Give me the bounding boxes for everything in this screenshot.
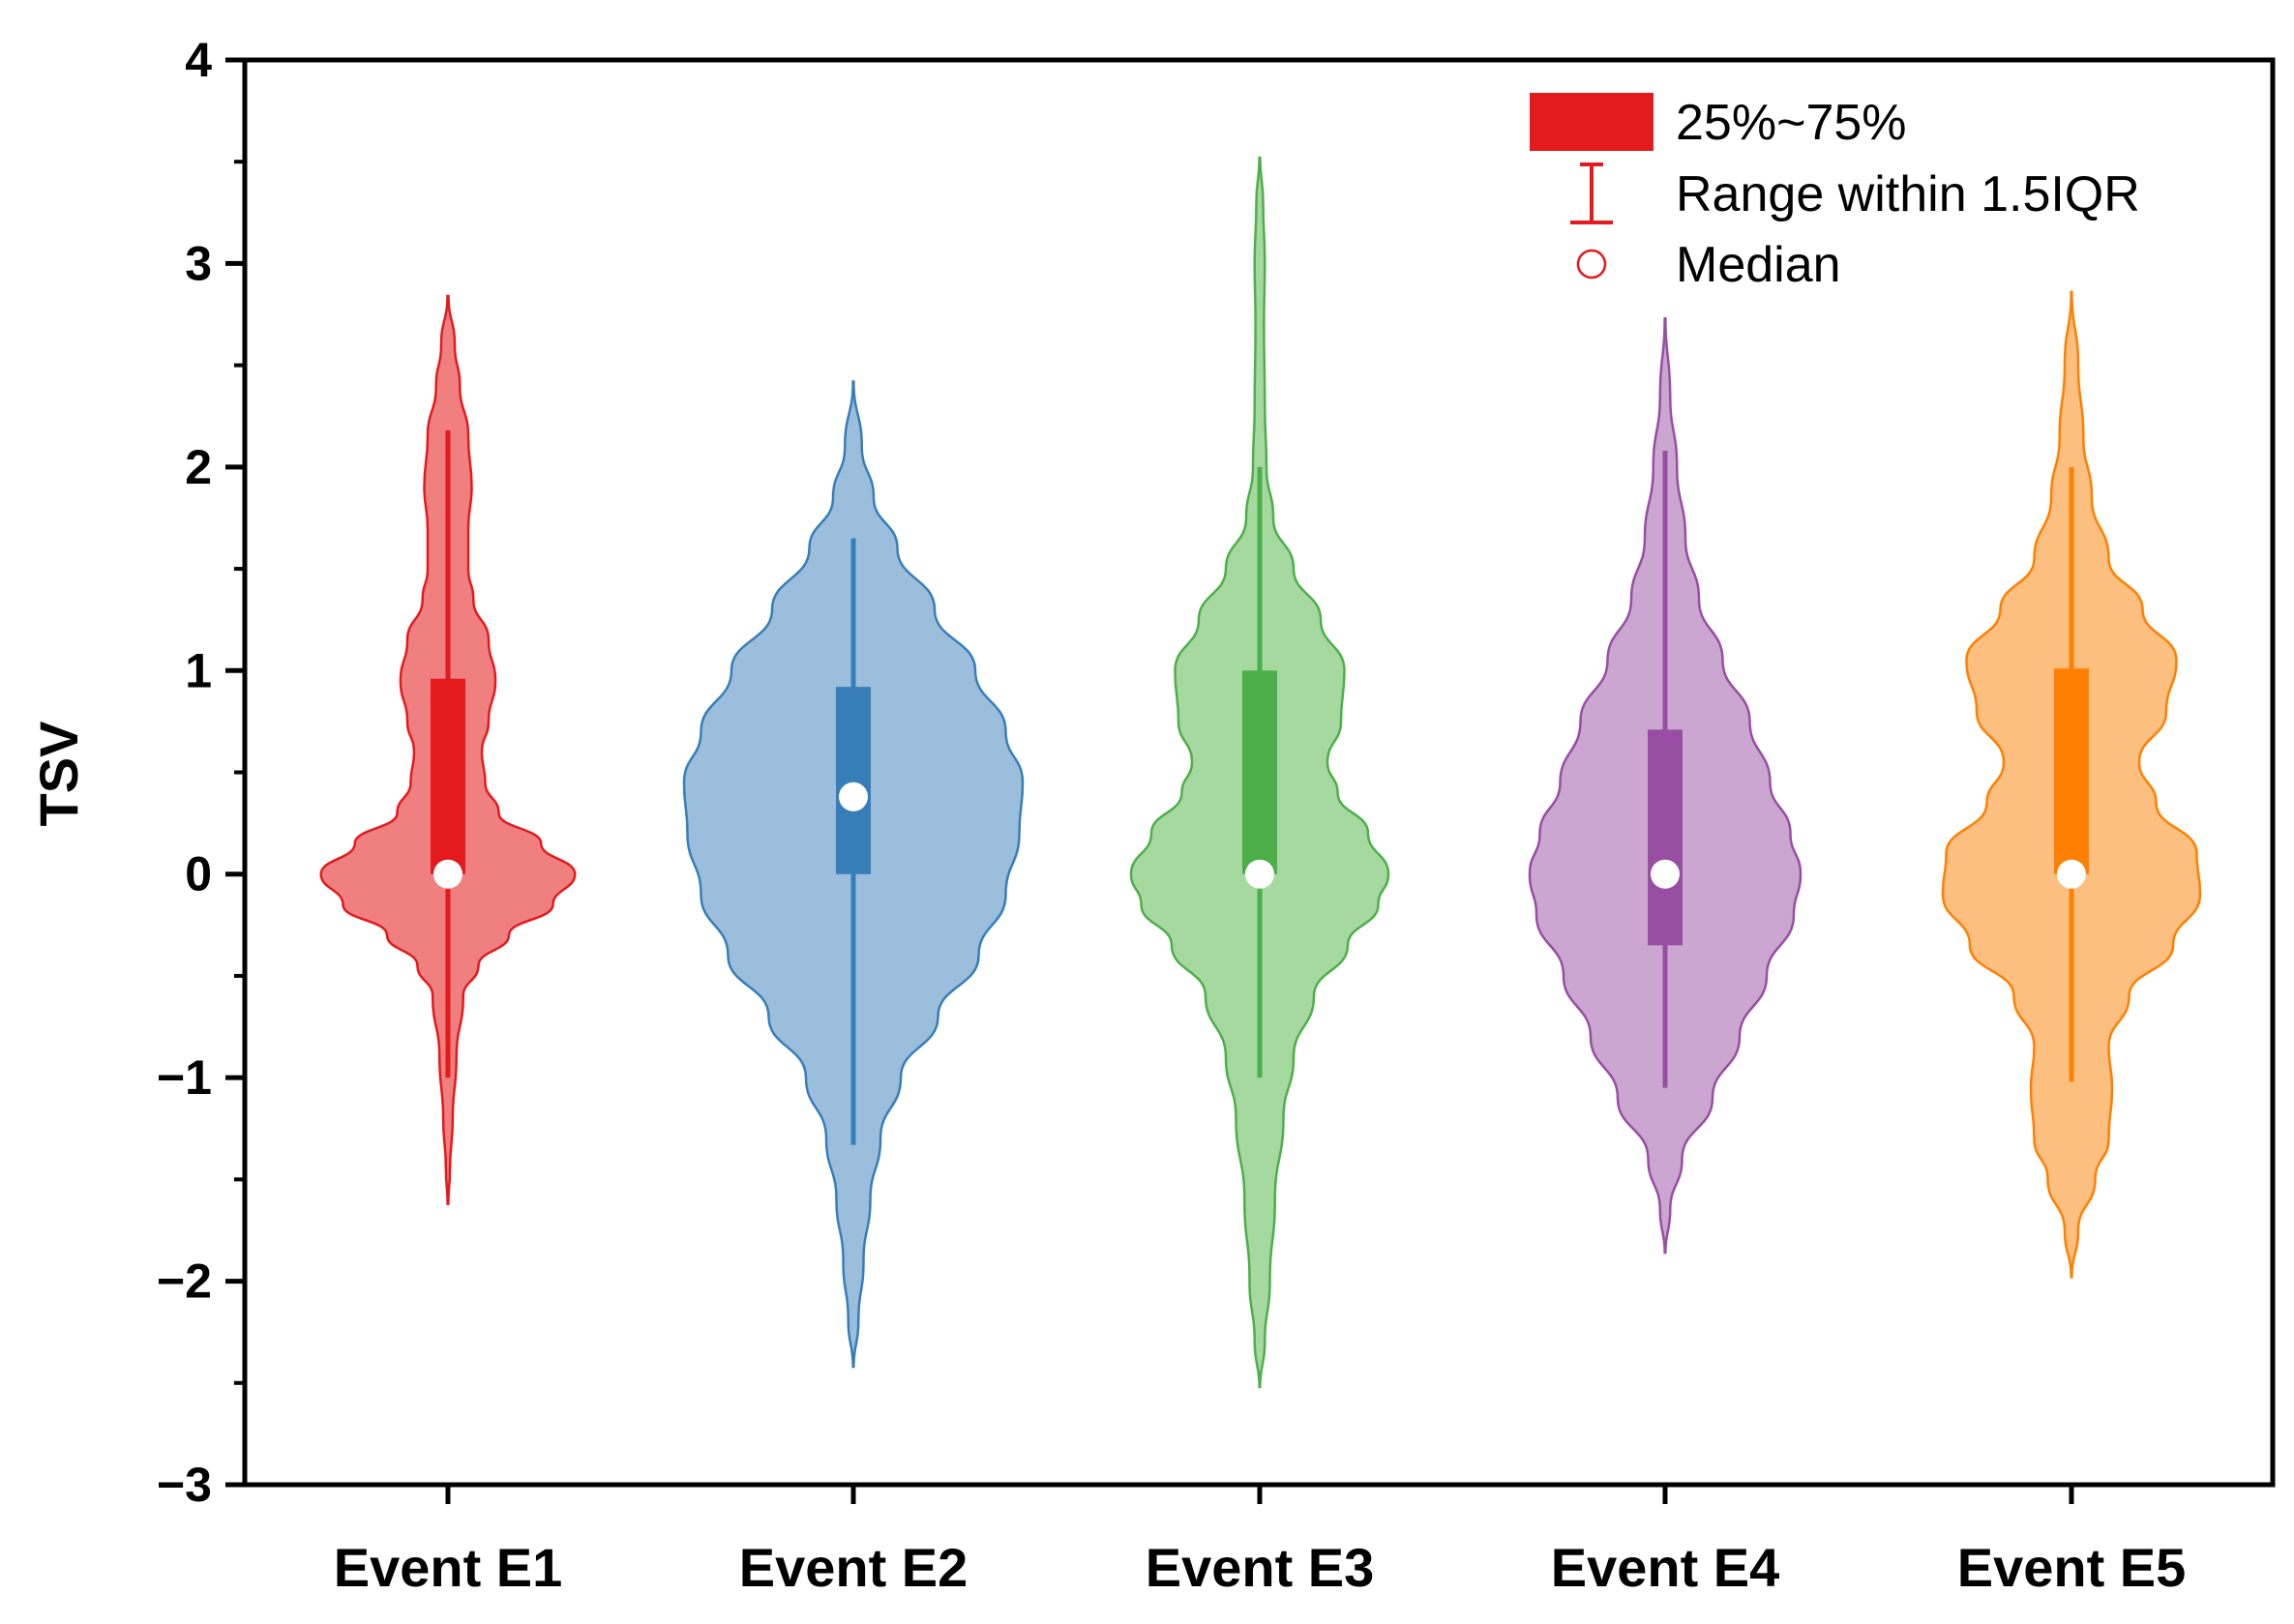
violin-group bbox=[1129, 156, 1390, 1389]
y-tick-label: −2 bbox=[157, 1255, 212, 1309]
x-category-label: Event E2 bbox=[739, 1537, 968, 1598]
legend-label: Median bbox=[1676, 237, 1841, 293]
legend: 25%~75% Range within 1.5IQR Median bbox=[1530, 93, 2140, 293]
legend-label: Range within 1.5IQR bbox=[1676, 166, 2140, 222]
iqr-box bbox=[1242, 670, 1277, 874]
violin-group bbox=[319, 294, 577, 1205]
y-tick-label: 2 bbox=[185, 440, 212, 494]
y-tick-label: 1 bbox=[185, 643, 212, 697]
iqr-box bbox=[836, 687, 871, 874]
legend-label: 25%~75% bbox=[1676, 95, 1907, 151]
median-marker bbox=[2057, 859, 2086, 889]
y-tick-label: −3 bbox=[157, 1458, 212, 1512]
median-marker bbox=[1651, 859, 1680, 889]
violin-layer bbox=[319, 156, 2202, 1389]
x-axis: Event E1 Event E2 Event E3 Event E4 Event E5 bbox=[334, 1485, 2187, 1598]
y-axis-title: TSV bbox=[28, 722, 89, 827]
x-category-label: Event E4 bbox=[1551, 1537, 1780, 1598]
x-category-label: Event E3 bbox=[1146, 1537, 1375, 1598]
median-marker bbox=[839, 782, 868, 812]
violin-group bbox=[1941, 290, 2202, 1279]
legend-box-swatch bbox=[1530, 93, 1653, 151]
y-tick-label: −1 bbox=[157, 1050, 212, 1105]
y-tick-label: 4 bbox=[185, 33, 212, 87]
iqr-box bbox=[2054, 668, 2089, 874]
median-marker bbox=[1245, 859, 1274, 889]
iqr-box bbox=[1648, 729, 1683, 946]
y-tick-label: 0 bbox=[185, 847, 212, 901]
iqr-box bbox=[431, 678, 465, 874]
median-marker bbox=[433, 859, 462, 889]
y-axis: −3 −2 −1 0 1 2 3 4 bbox=[157, 33, 245, 1512]
x-category-label: Event E5 bbox=[1957, 1537, 2187, 1598]
y-tick-label: 3 bbox=[185, 236, 212, 290]
x-category-label: Event E1 bbox=[334, 1537, 563, 1598]
violin-group bbox=[1528, 316, 1802, 1255]
violin-group bbox=[682, 380, 1025, 1369]
legend-median-swatch bbox=[1576, 249, 1607, 280]
